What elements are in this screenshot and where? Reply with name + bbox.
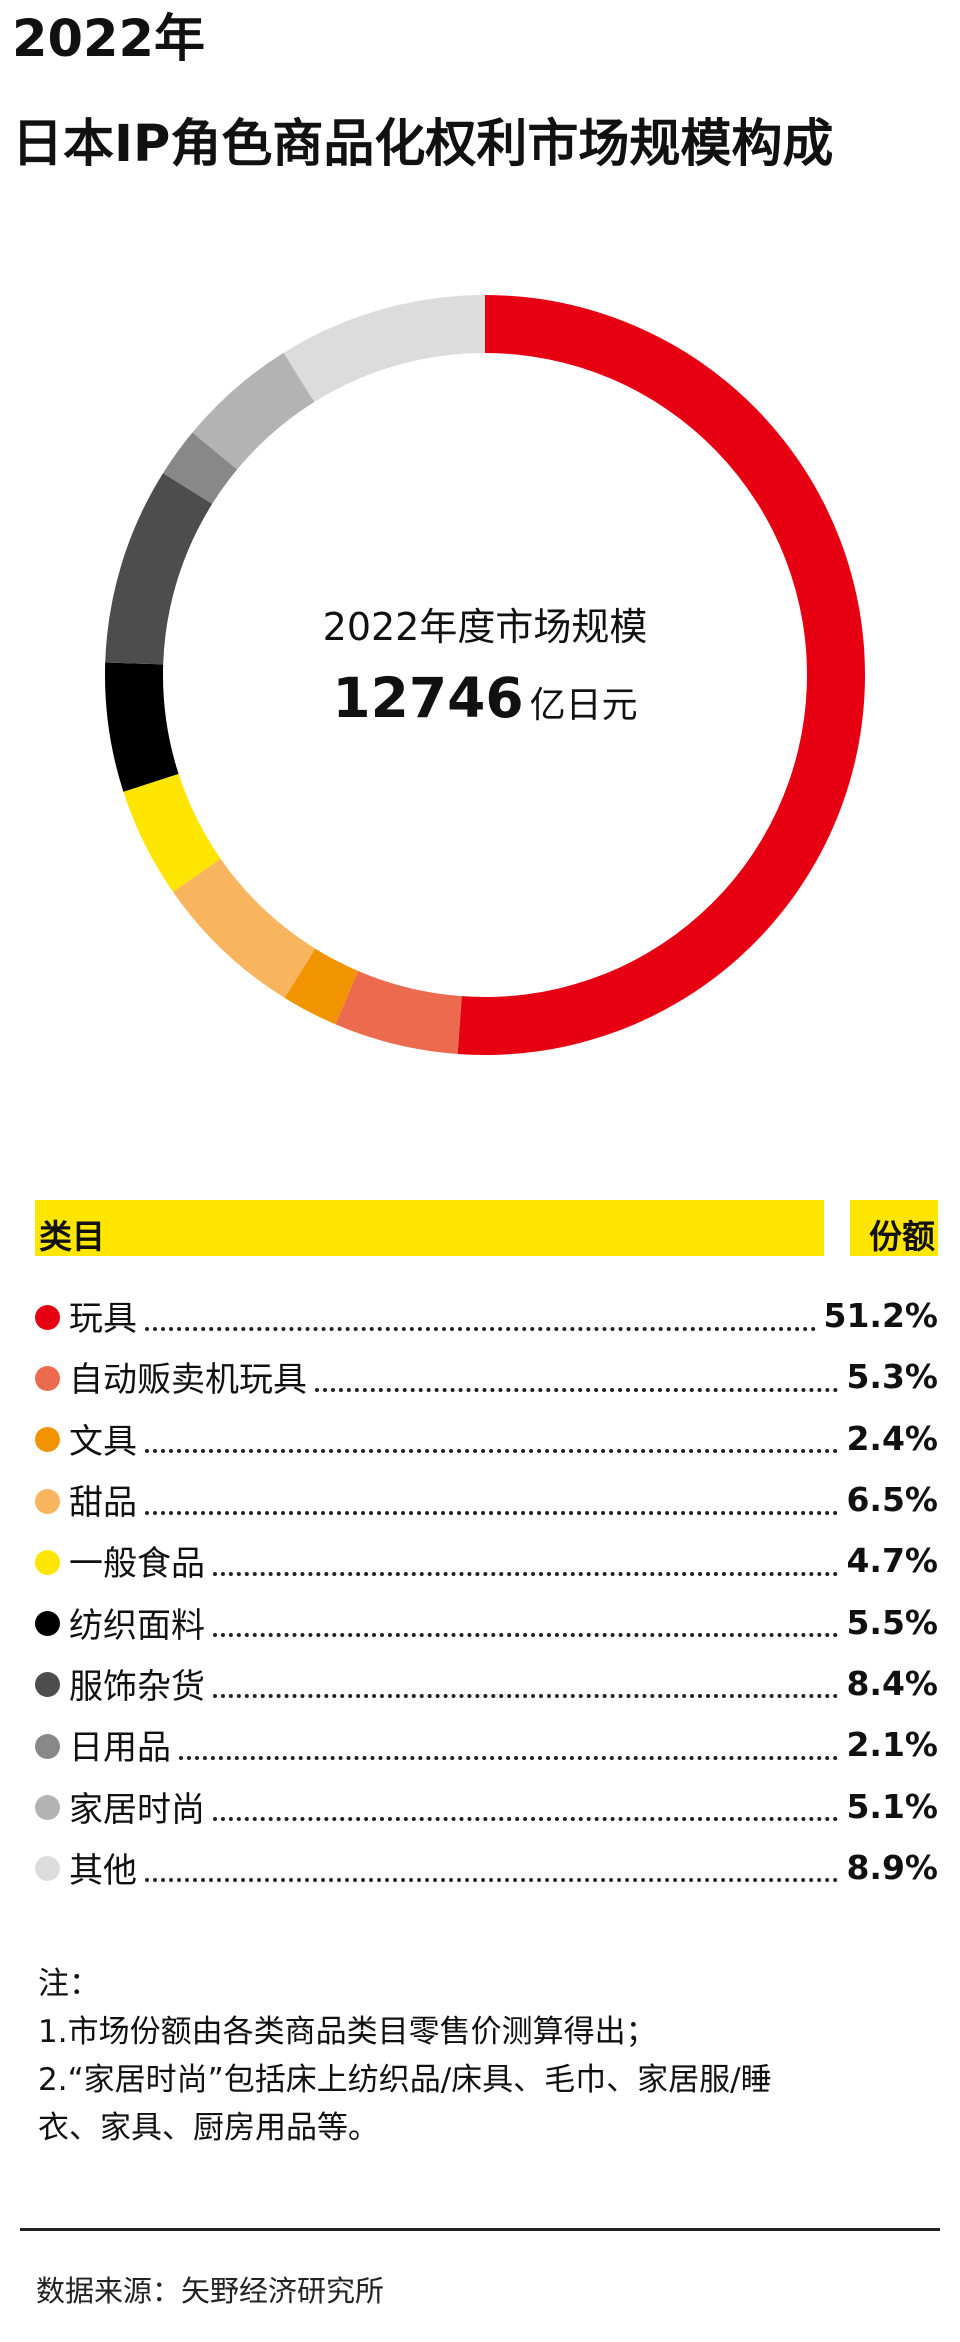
category-share: 6.5% — [846, 1480, 938, 1520]
legend-dot-icon — [35, 1795, 60, 1821]
data-source: 数据来源：矢野经济研究所 — [36, 2274, 385, 2308]
dotted-leader — [213, 1633, 839, 1638]
category-row: 一般食品 4.7% — [35, 1530, 938, 1591]
category-share: 8.4% — [846, 1663, 938, 1703]
center-unit: 亿日元 — [530, 685, 638, 726]
chart-title-main: 日本IP角色商品化权利市场规模构成 — [12, 115, 834, 174]
legend-dot-icon — [35, 1672, 60, 1698]
category-name: 玩具 — [69, 1299, 137, 1340]
slice-2 — [335, 970, 462, 1055]
category-row: 玩具 51.2% — [35, 1285, 938, 1346]
legend-dot-icon — [35, 1365, 60, 1391]
slice-8 — [163, 432, 238, 504]
category-row: 纺织面料 5.5% — [35, 1591, 938, 1652]
dotted-leader — [213, 1694, 839, 1699]
category-name: 文具 — [69, 1421, 137, 1462]
category-share: 4.7% — [846, 1541, 938, 1581]
category-name: 一般食品 — [69, 1544, 205, 1585]
notes: 注： 1.市场份额由各类商品类目零售价测算得出； 2.“家居时尚”包括床上纺织品… — [38, 1960, 938, 2152]
notes-heading: 注： — [38, 1966, 100, 2002]
category-row: 服饰杂货 8.4% — [35, 1653, 938, 1714]
legend-dot-icon — [35, 1549, 60, 1575]
category-name: 服饰杂货 — [69, 1666, 205, 1707]
slice-7 — [105, 473, 213, 665]
center-value-group: 12746 亿日元 — [332, 666, 637, 730]
category-name: 家居时尚 — [69, 1789, 205, 1830]
legend-dot-icon — [35, 1304, 60, 1330]
slice-1 — [457, 295, 865, 1055]
legend-dot-icon — [35, 1488, 60, 1514]
center-value: 12746 — [332, 666, 523, 730]
slice-3 — [284, 948, 359, 1025]
slice-6 — [105, 662, 179, 792]
note-2-line-1: 2.“家居时尚”包括床上纺织品/床具、毛巾、家居服/睡 — [38, 2062, 772, 2098]
dotted-leader — [213, 1571, 839, 1576]
dotted-leader — [213, 1817, 839, 1822]
chart-title-year: 2022年 — [12, 10, 205, 69]
category-row: 自动贩卖机玩具 5.3% — [35, 1346, 938, 1407]
category-name: 甜品 — [69, 1483, 137, 1524]
category-row: 其他 8.9% — [35, 1837, 938, 1898]
note-2-line-2: 衣、家具、厨房用品等。 — [38, 2110, 379, 2146]
category-share: 5.1% — [846, 1786, 938, 1826]
category-name: 纺织面料 — [69, 1605, 205, 1646]
dotted-leader — [145, 1510, 839, 1515]
dotted-leader — [145, 1878, 839, 1883]
category-name: 日用品 — [69, 1728, 171, 1769]
category-name: 其他 — [69, 1850, 137, 1891]
note-1: 1.市场份额由各类商品类目零售价测算得出； — [38, 2014, 657, 2050]
header-highlight-share — [850, 1200, 938, 1256]
category-share: 5.5% — [846, 1602, 938, 1642]
donut-slices — [105, 295, 865, 1055]
legend-dot-icon — [35, 1856, 60, 1882]
header-category: 类目 — [39, 1217, 105, 1256]
legend-dot-icon — [35, 1427, 60, 1453]
category-share: 8.9% — [846, 1847, 938, 1887]
slice-10 — [283, 295, 485, 402]
slice-4 — [172, 858, 316, 998]
chart-title: 2022年 日本IP角色商品化权利市场规模构成 — [12, 14, 833, 170]
category-share: 2.1% — [846, 1725, 938, 1765]
category-share: 5.3% — [846, 1357, 938, 1397]
slice-5 — [123, 773, 221, 892]
category-list: 玩具 51.2% 自动贩卖机玩具 5.3% 文具 2.4% 甜品 6.5% 一般食品 4.7% 纺织… — [35, 1285, 938, 1898]
header-share: 份额 — [869, 1217, 935, 1256]
center-label: 2022年度市场规模 — [323, 605, 648, 649]
dotted-leader — [179, 1755, 839, 1760]
header-highlight-category — [35, 1200, 824, 1256]
footer-divider — [20, 2228, 940, 2231]
legend-dot-icon — [35, 1733, 60, 1759]
donut-chart: 2022年度市场规模 12746 亿日元 — [105, 295, 865, 1055]
dotted-leader — [315, 1387, 839, 1392]
category-name: 自动贩卖机玩具 — [69, 1360, 307, 1401]
category-row: 文具 2.4% — [35, 1408, 938, 1469]
category-share: 2.4% — [846, 1418, 938, 1458]
category-row: 甜品 6.5% — [35, 1469, 938, 1530]
table-header: 类目 份额 — [35, 1200, 938, 1256]
dotted-leader — [145, 1326, 816, 1331]
category-share: 51.2% — [823, 1296, 939, 1336]
category-row: 日用品 2.1% — [35, 1714, 938, 1775]
category-row: 家居时尚 5.1% — [35, 1775, 938, 1836]
slice-9 — [192, 352, 315, 470]
dotted-leader — [145, 1449, 839, 1454]
legend-dot-icon — [35, 1611, 60, 1637]
